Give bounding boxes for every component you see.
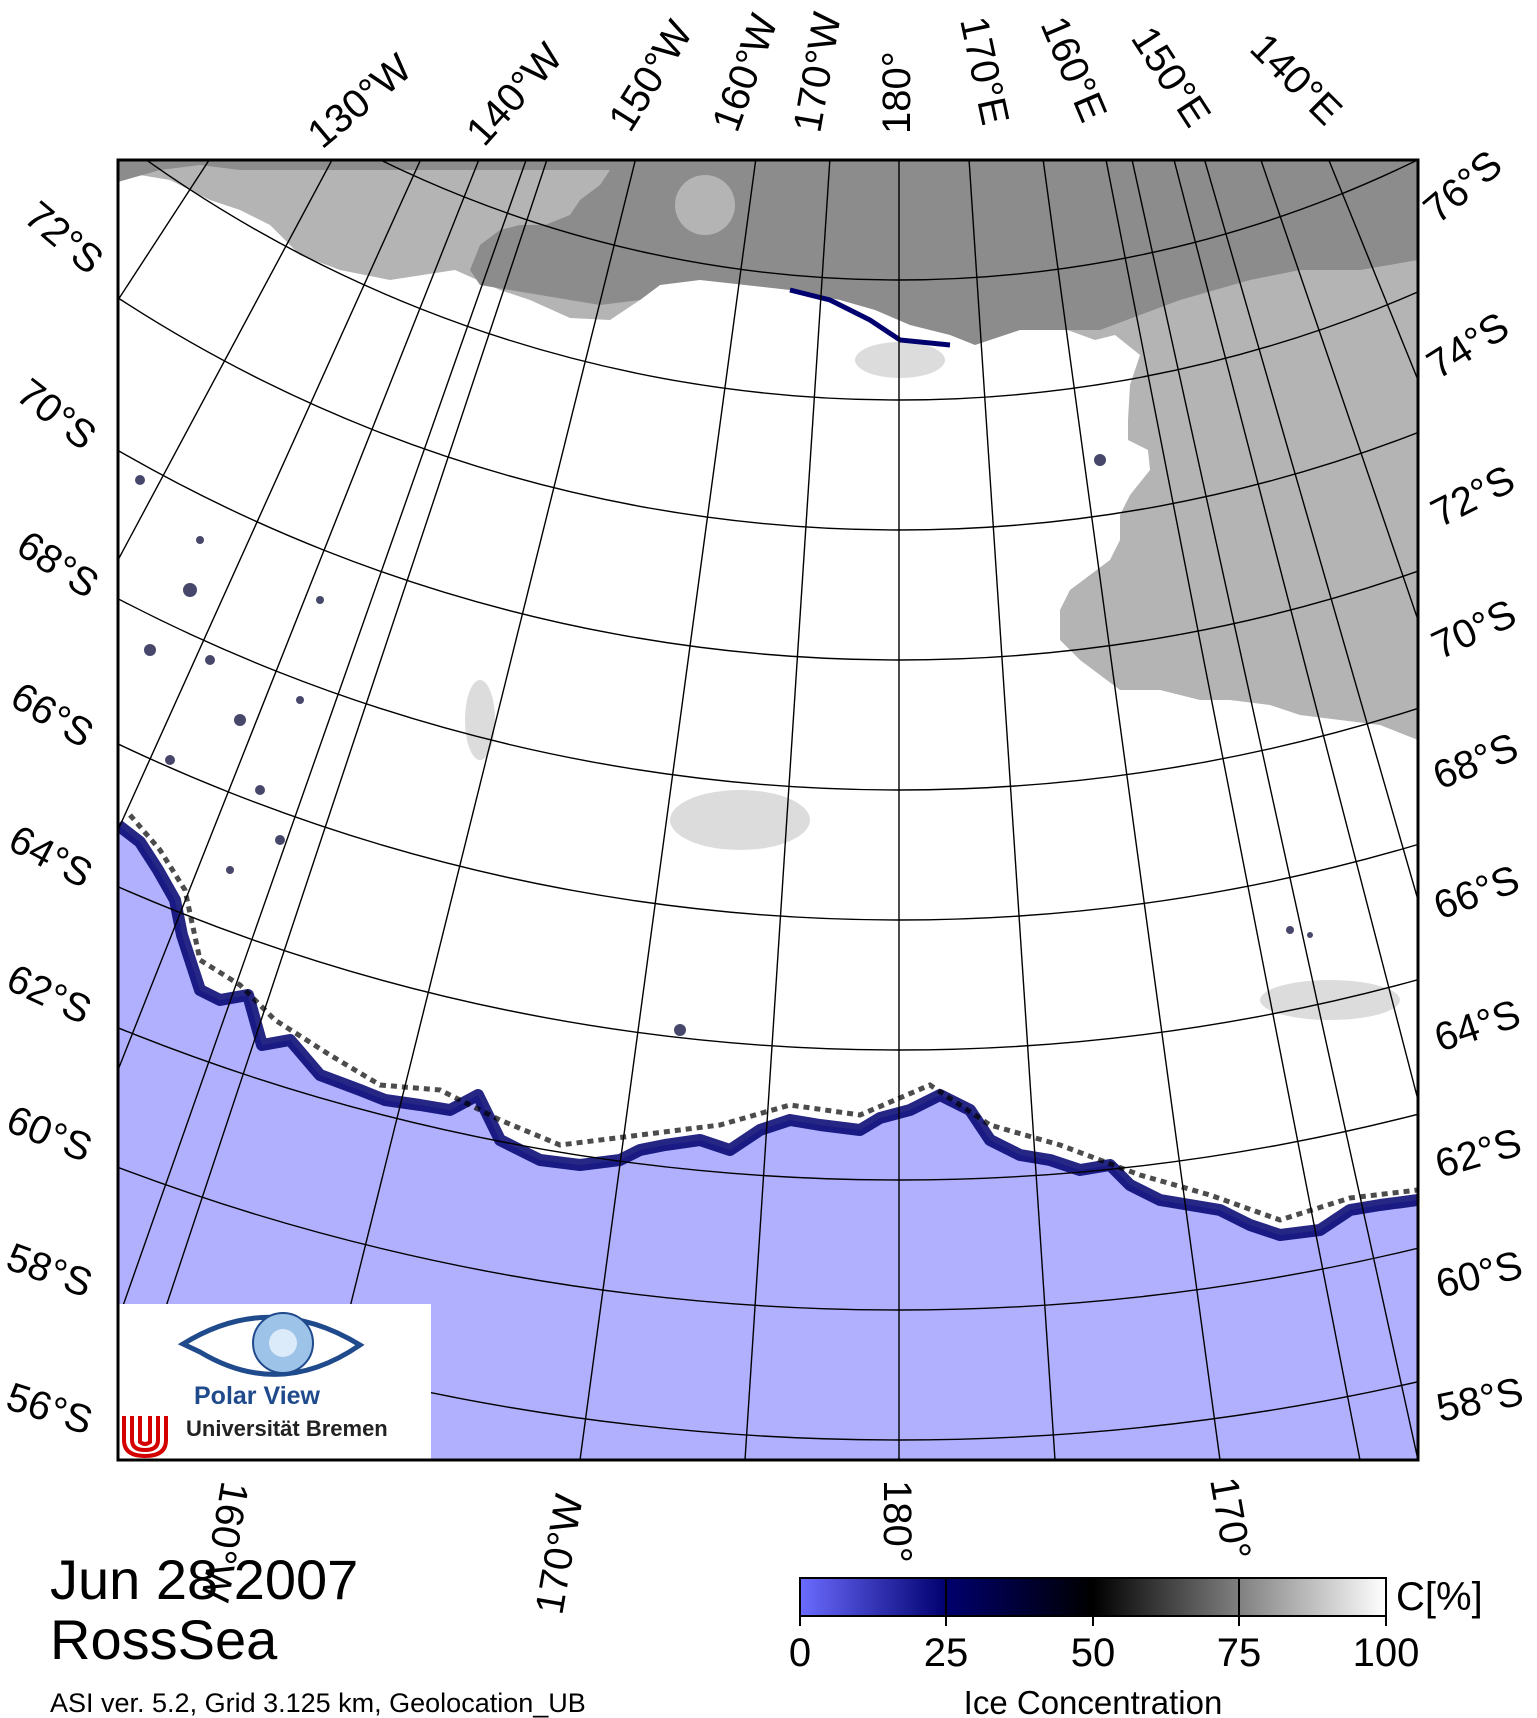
parallel-line [118, 597, 1418, 791]
lon-bottom-170w: 170°W [528, 1491, 592, 1618]
left-latitude-labels: 72°S 70°S 68°S 66°S 64°S 62°S 60°S 58°S … [0, 193, 111, 1443]
meridian-line [744, 160, 831, 1460]
map-frame [116, 158, 1420, 1462]
low-ice-patches [135, 454, 1313, 1036]
colorbar-tick-0: 0 [789, 1631, 811, 1675]
graticule-parallels [118, 160, 1418, 1440]
lat-left-66s: 66°S [3, 674, 100, 757]
parallel-line [379, 160, 1418, 281]
land [118, 160, 1418, 345]
meridian-line [118, 160, 480, 1071]
colorbar-tick-50: 50 [1071, 1631, 1116, 1675]
lat-right-68s: 68°S [1427, 725, 1524, 798]
ice-rise [675, 175, 735, 235]
lat-left-64s: 64°S [2, 817, 100, 897]
polar-view-eye-icon [177, 1312, 365, 1377]
lon-label-130w: 130°W [300, 46, 421, 157]
lat-right-60s: 60°S [1432, 1243, 1527, 1307]
meridian-line [118, 160, 527, 1321]
map-region: RossSea [50, 1608, 278, 1671]
logo-title: Polar View [194, 1382, 320, 1410]
lat-left-70s: 70°S [8, 370, 104, 458]
colorbar: 0 25 50 75 100 C[%] Ice Concentration [789, 1575, 1483, 1718]
uni-bremen-logo-icon [122, 1416, 168, 1459]
parallel-line [118, 449, 1418, 661]
ice-edge-band [118, 820, 1418, 1241]
meridian-line [968, 160, 1056, 1460]
lat-left-58s: 58°S [1, 1235, 98, 1306]
parallel-line [118, 1166, 1418, 1311]
colorbar-tick-100: 100 [1353, 1631, 1420, 1675]
graticule-meridians [118, 160, 1418, 1460]
lon-label-140w: 140°W [458, 35, 571, 154]
meridian-line [118, 160, 333, 561]
meridian-line [1203, 160, 1418, 901]
colorbar-unit: C[%] [1396, 1575, 1483, 1619]
meridian-line [1042, 160, 1221, 1460]
coastal-polynya [789, 287, 951, 348]
lat-right-70s: 70°S [1425, 591, 1523, 668]
polar-view-logo: Polar View Universität Bremen [118, 1304, 431, 1459]
lat-right-62s: 62°S [1430, 1120, 1526, 1186]
parallel-line [118, 1026, 1418, 1181]
lat-left-56s: 56°S [1, 1375, 98, 1444]
meridian-line [1328, 160, 1418, 381]
colorbar-tick-25: 25 [924, 1631, 969, 1675]
parallel-line [118, 296, 1418, 531]
lon-bottom-180: 180° [875, 1480, 919, 1563]
map-footnote: ASI ver. 5.2, Grid 3.125 km, Geolocation… [50, 1688, 586, 1718]
lon-label-180: 180° [875, 51, 919, 134]
map-date: Jun 28 2007 [50, 1548, 359, 1611]
lon-label-140e: 140°E [1242, 25, 1350, 133]
lon-label-160w: 160°W [704, 9, 787, 138]
ice-edge-inner [128, 813, 1418, 1223]
lat-right-58s: 58°S [1433, 1370, 1527, 1431]
lat-right-72s: 72°S [1424, 457, 1522, 536]
lat-right-76s: 76°S [1416, 142, 1511, 232]
meridian-line [1131, 160, 1418, 1460]
meridian-line [311, 160, 637, 1460]
lat-left-60s: 60°S [1, 1098, 98, 1171]
meridian-line [1173, 160, 1418, 1101]
lat-left-68s: 68°S [9, 523, 106, 607]
colorbar-label: Ice Concentration [964, 1684, 1223, 1718]
lon-bottom-170: 170° [1201, 1474, 1259, 1563]
lon-label-160e: 160°E [1032, 10, 1115, 128]
logo-institution: Universität Bremen [186, 1416, 388, 1441]
meridian-line [118, 160, 548, 1454]
colorbar-tick-75: 75 [1217, 1631, 1262, 1675]
lat-right-66s: 66°S [1428, 857, 1525, 928]
meridian-line [118, 160, 422, 831]
lon-label-170w: 170°W [786, 9, 850, 136]
lat-right-74s: 74°S [1419, 304, 1516, 388]
lat-left-62s: 62°S [0, 956, 98, 1033]
meridian-line [579, 160, 757, 1460]
meridian-line [1260, 160, 1418, 621]
lon-label-170e: 170°E [951, 13, 1017, 129]
right-latitude-labels: 76°S 74°S 72°S 70°S 68°S 66°S 64°S 62°S … [1416, 142, 1528, 1431]
lon-label-150e: 150°E [1122, 19, 1218, 135]
parallel-line [145, 160, 1418, 401]
meridian-line [1105, 160, 1361, 1460]
top-longitude-labels: 130°W 140°W 150°W 160°W 170°W 180° 170°E… [300, 9, 1351, 157]
lat-right-64s: 64°S [1429, 992, 1526, 1061]
parallel-line [118, 742, 1418, 921]
parallel-line [118, 885, 1418, 1051]
lat-left-72s: 72°S [16, 193, 111, 283]
lon-label-150w: 150°W [600, 13, 701, 139]
